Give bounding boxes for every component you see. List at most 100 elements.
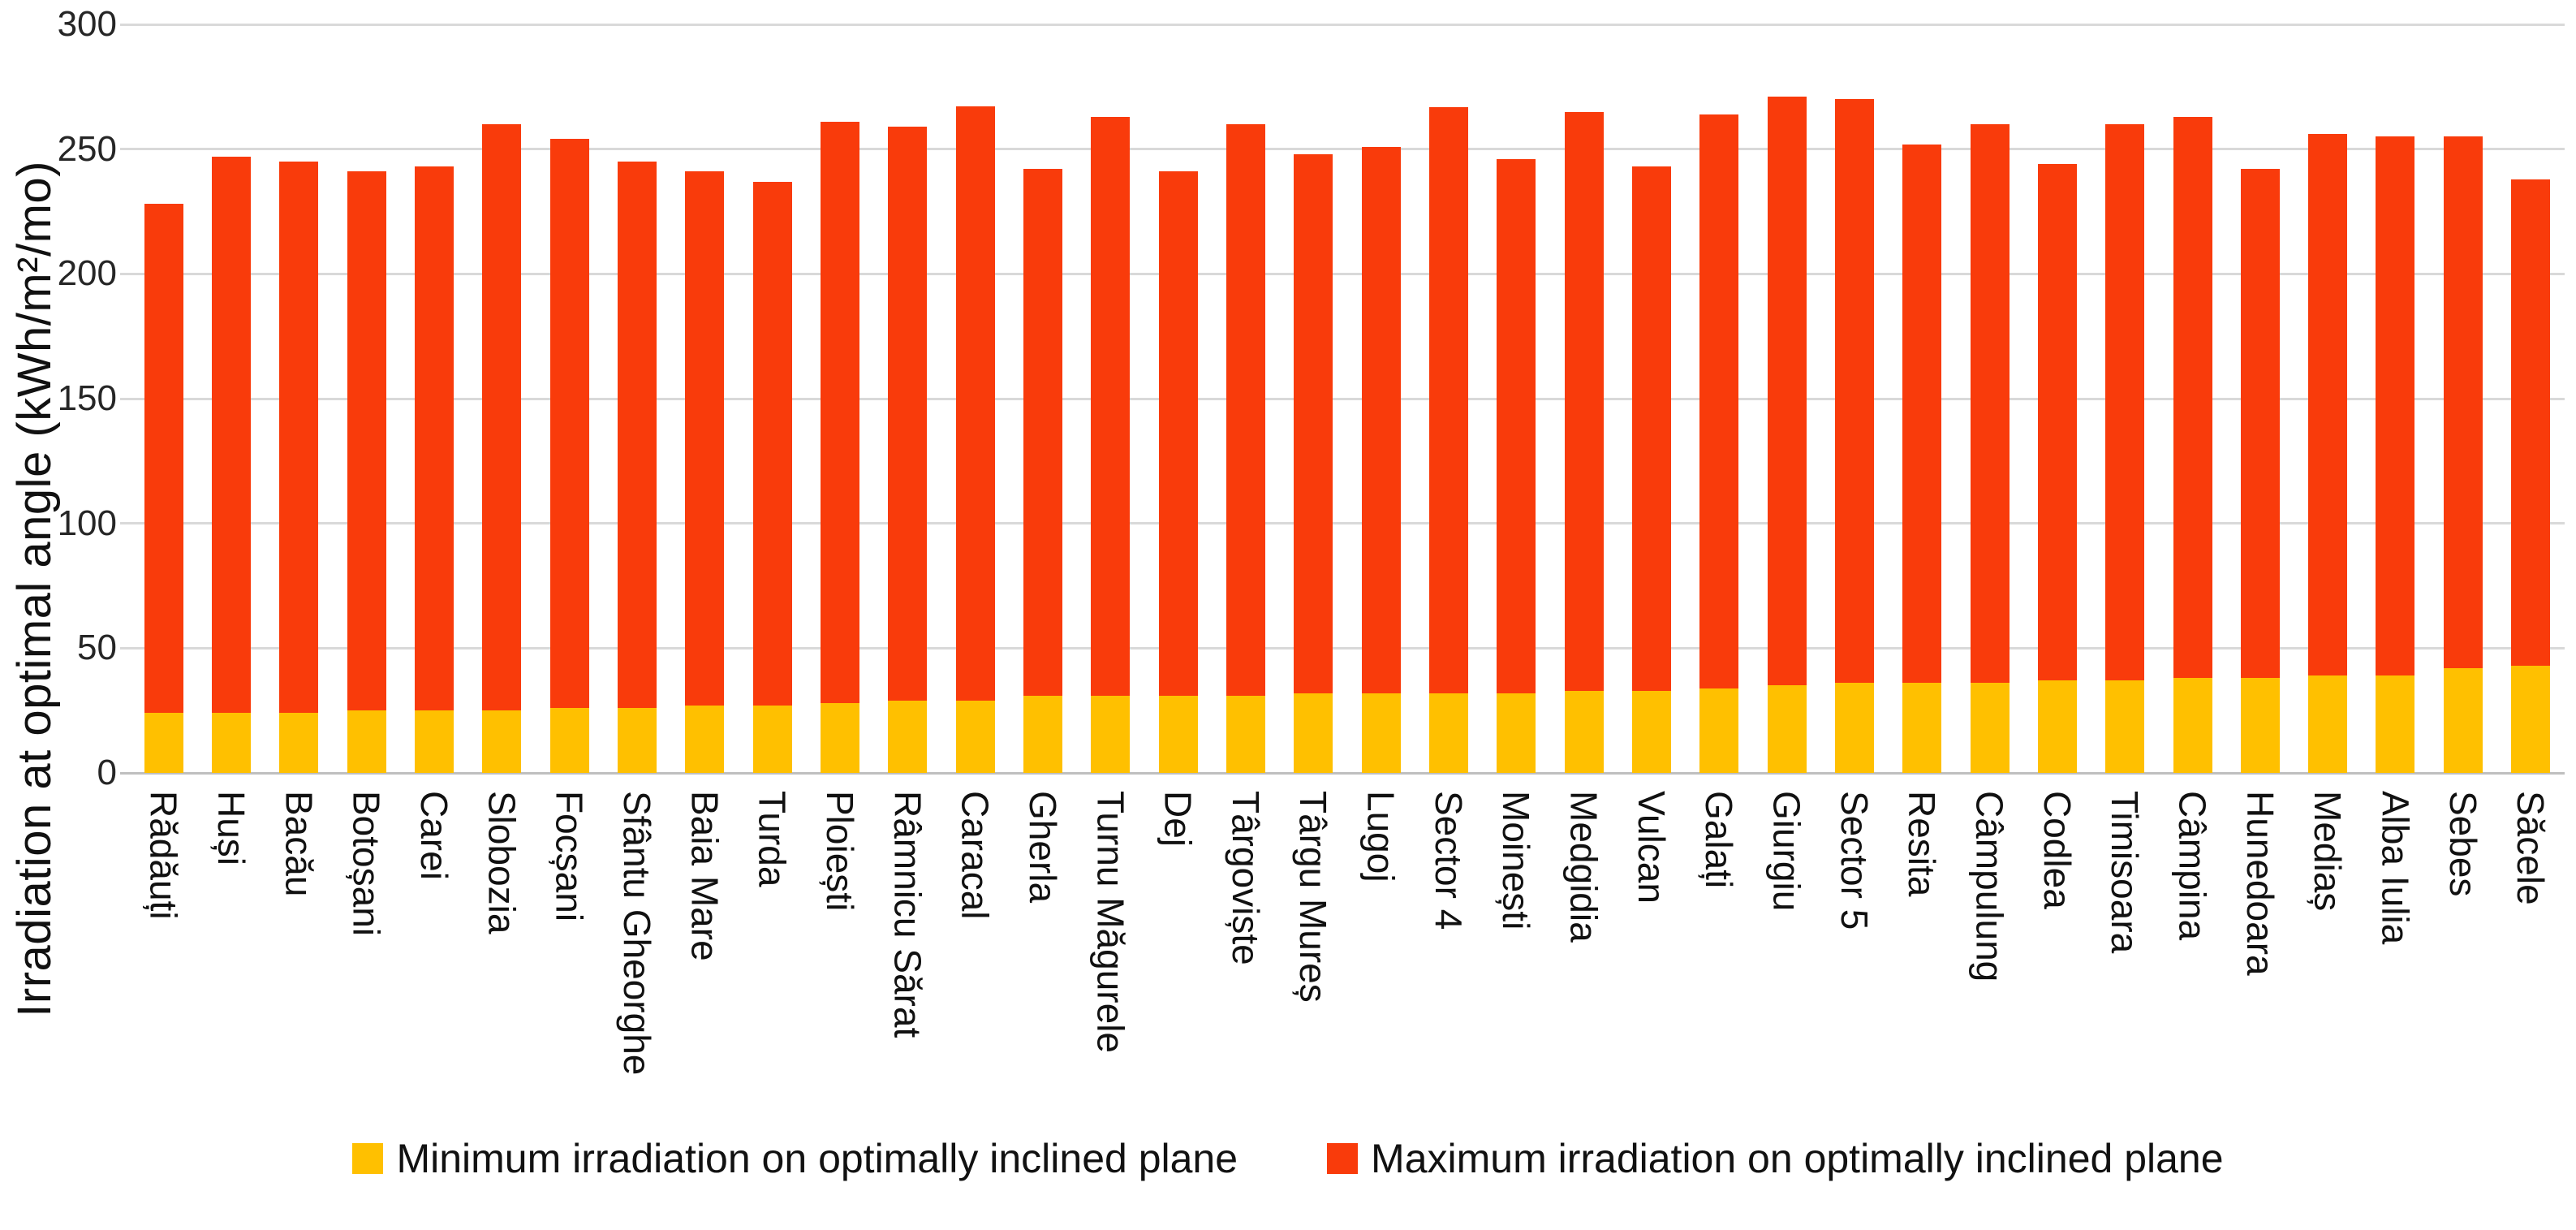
- x-label-ploiesti: Ploiești: [818, 791, 861, 912]
- min-segment-sector-4: [1428, 693, 1468, 773]
- gridline-250: [120, 148, 2565, 151]
- min-segment-turnu-magurele: [1091, 695, 1131, 773]
- max-segment-focsani: [549, 139, 589, 709]
- bar-turda: [752, 181, 792, 773]
- gridline-50: [120, 646, 2565, 650]
- x-label-sector-4: Sector 4: [1427, 791, 1470, 930]
- x-label-turda: Turda: [751, 791, 794, 887]
- y-axis-tick-labels: 0 50 100 150 200 250 300: [0, 4, 120, 792]
- x-label-cell-carei: Carei: [412, 791, 455, 1140]
- legend-item-minimum: Minimum irradiation on optimally incline…: [352, 1135, 1238, 1182]
- max-segment-gherla: [1023, 169, 1062, 696]
- x-label-cell-gherla: Gherla: [1021, 791, 1064, 1140]
- x-label-cell-husi: Huși: [210, 791, 252, 1140]
- bar-hunedoara: [2240, 169, 2280, 773]
- x-label-cell-caracal: Caracal: [954, 791, 997, 1140]
- x-label-gherla: Gherla: [1021, 791, 1064, 904]
- x-label-cell-codlea: Codlea: [2036, 791, 2078, 1140]
- min-segment-ramnicu-sarat: [888, 700, 928, 773]
- max-segment-medgidia: [1564, 111, 1604, 691]
- bar-targu-mures: [1294, 153, 1333, 773]
- max-segment-sebes: [2443, 136, 2483, 668]
- x-label-cell-ploiesti: Ploiești: [818, 791, 861, 1140]
- bar-sfantu-gheorghe: [617, 162, 657, 773]
- bar-medias: [2308, 134, 2348, 773]
- y-tick-150: 150: [57, 378, 117, 418]
- min-segment-moinesti: [1497, 693, 1536, 773]
- min-segment-giurgiu: [1767, 685, 1807, 773]
- bar-moinesti: [1497, 159, 1536, 773]
- bar-campulung: [1970, 124, 2010, 773]
- max-segment-targoviste: [1226, 123, 1265, 696]
- x-label-cell-baia-mare: Baia Mare: [683, 791, 726, 1140]
- x-label-radauti: Rădăuți: [142, 791, 185, 920]
- min-segment-slobozia: [482, 710, 522, 773]
- max-segment-husi: [211, 156, 251, 714]
- max-segment-botosani: [347, 171, 386, 711]
- x-label-cell-targoviste: Târgoviște: [1225, 791, 1267, 1140]
- x-label-cell-radauti: Rădăuți: [142, 791, 185, 1140]
- x-label-lugoj: Lugoj: [1359, 791, 1402, 883]
- x-label-cell-botosani: Botoșani: [346, 791, 388, 1140]
- x-label-sector-5: Sector 5: [1833, 791, 1876, 930]
- x-label-medias: Mediaș: [2307, 791, 2350, 912]
- bar-gherla: [1023, 169, 1062, 773]
- bar-sector-5: [1834, 99, 1874, 773]
- bar-slobozia: [482, 124, 522, 773]
- y-tick-100: 100: [57, 503, 117, 543]
- min-segment-sacele: [2511, 665, 2551, 773]
- max-segment-baia-mare: [685, 171, 725, 706]
- bar-turnu-magurele: [1091, 116, 1131, 773]
- x-label-moinesti: Moinești: [1495, 791, 1538, 930]
- x-label-bacau: Bacău: [278, 791, 321, 897]
- min-segment-sector-5: [1834, 683, 1874, 773]
- bar-radauti: [144, 204, 183, 773]
- y-tick-0: 0: [97, 753, 117, 792]
- x-label-cell-campina: Câmpina: [2171, 791, 2214, 1140]
- min-segment-sfantu-gheorghe: [617, 708, 657, 773]
- x-label-targu-mures: Târgu Mureș: [1292, 791, 1335, 1003]
- legend-label-minimum: Minimum irradiation on optimally incline…: [396, 1136, 1238, 1181]
- x-label-vulcan: Vulcan: [1630, 791, 1673, 904]
- gridline-200: [120, 272, 2565, 275]
- min-segment-turda: [752, 706, 792, 773]
- bar-baia-mare: [685, 171, 725, 773]
- max-segment-timisoara: [2105, 123, 2145, 681]
- min-segment-gherla: [1023, 695, 1062, 773]
- bar-giurgiu: [1767, 97, 1807, 773]
- min-segment-vulcan: [1631, 690, 1671, 773]
- x-label-cell-lugoj: Lugoj: [1359, 791, 1402, 1140]
- x-label-campulung: Câmpulung: [1968, 791, 2011, 982]
- max-segment-sector-5: [1834, 99, 1874, 684]
- max-segment-giurgiu: [1767, 97, 1807, 686]
- x-label-cell-turda: Turda: [751, 791, 794, 1140]
- x-label-baia-mare: Baia Mare: [683, 791, 726, 961]
- x-axis-category-labels: Rădăuți Huși Bacău Botoșani Carei Slobozia Foc…: [130, 791, 2565, 1140]
- min-segment-campulung: [1970, 683, 2010, 773]
- min-segment-husi: [211, 713, 251, 773]
- x-label-cell-sfantu-gheorghe: Sfântu Gheorghe: [615, 791, 658, 1140]
- x-axis-line: [120, 771, 2565, 775]
- x-label-sfantu-gheorghe: Sfântu Gheorghe: [615, 791, 658, 1076]
- x-label-campina: Câmpina: [2171, 791, 2214, 941]
- x-label-turnu-magurele: Turnu Măgurele: [1089, 791, 1132, 1054]
- min-segment-resita: [1902, 683, 1942, 773]
- x-label-slobozia: Slobozia: [480, 791, 523, 934]
- gridline-150: [120, 397, 2565, 400]
- max-segment-ploiesti: [820, 121, 859, 703]
- bar-sacele: [2511, 179, 2551, 773]
- x-label-caracal: Caracal: [954, 791, 997, 920]
- x-label-cell-sacele: Săcele: [2509, 791, 2552, 1140]
- bars-container: [130, 24, 2565, 773]
- bar-resita: [1902, 144, 1942, 773]
- gridline-100: [120, 522, 2565, 525]
- x-label-carei: Carei: [412, 791, 455, 880]
- bar-codlea: [2037, 164, 2077, 773]
- y-tick-200: 200: [57, 253, 117, 294]
- max-segment-slobozia: [482, 124, 522, 711]
- max-segment-moinesti: [1497, 159, 1536, 693]
- x-label-cell-targu-mures: Târgu Mureș: [1292, 791, 1335, 1140]
- x-label-cell-ramnicu-sarat: Râmnicu Sărat: [886, 791, 928, 1140]
- max-segment-campulung: [1970, 124, 2010, 684]
